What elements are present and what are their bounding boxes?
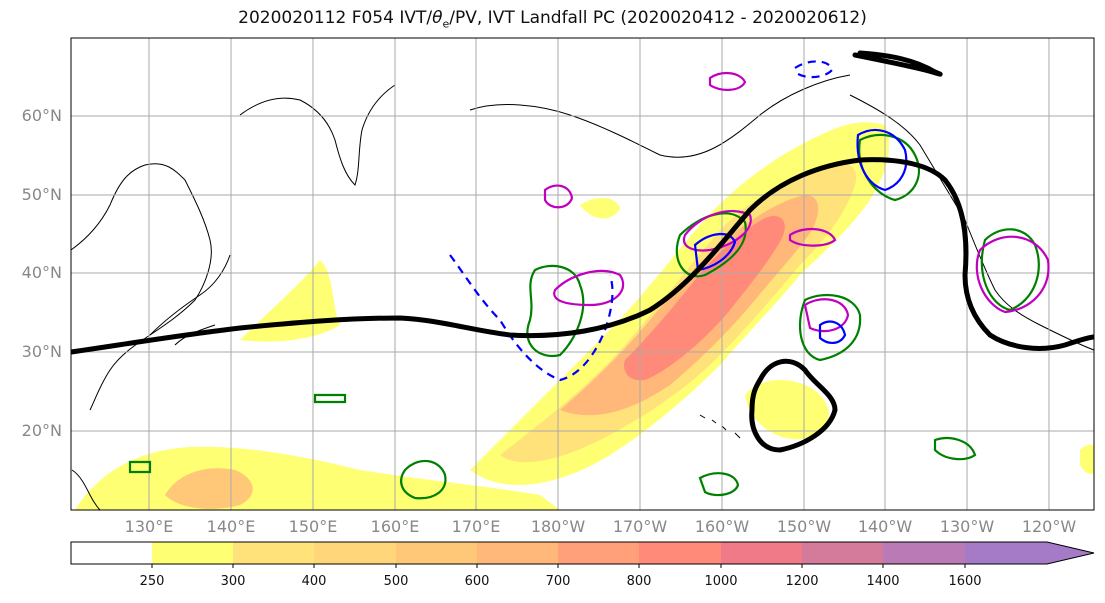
pv-contour-1 [526,264,585,358]
lon-label-140e: 140°E [206,517,256,536]
asia-coastline [71,163,212,411]
colorbar-label-1000: 1000 [704,574,738,589]
theta-contour-pos-6 [803,298,850,333]
lat-label-30n: 30°N [21,342,62,361]
lon-label-130w: 130°W [939,517,995,536]
colorbar-label-1200: 1200 [785,574,819,589]
theta-contour-neg-3 [856,128,908,192]
pv-contour-9 [128,460,152,474]
map-frame [70,37,1095,511]
lon-label-180w: 180°W [530,517,586,536]
colorbar-frame [70,541,1095,565]
lon-label-170w: 170°W [612,517,668,536]
pv-contour-6 [400,459,447,500]
colorbar-label-700: 700 [545,574,571,589]
theta-contour-pos-1 [553,270,625,307]
pv-contour-5 [980,228,1040,312]
theta-contour-pos-5 [708,72,747,91]
colorbar-label-300: 300 [220,574,246,589]
colorbar-label-800: 800 [626,574,652,589]
colorbar-segment-12 [965,542,1094,564]
lat-label-40n: 40°N [21,263,62,282]
colorbar-label-250: 250 [139,574,165,589]
colorbar-segment-5 [396,542,477,564]
colorbar-segment-10 [802,542,883,564]
colorbar [70,541,1095,568]
colorbar-ticks [151,564,966,568]
colorbar-label-600: 600 [464,574,490,589]
theta-contour-neg-4 [693,233,737,272]
colorbar-segment-9 [721,542,802,564]
colorbar-label-500: 500 [383,574,409,589]
lon-label-170e: 170°E [451,517,501,536]
theta-contour-neg-2 [794,60,834,79]
colorbar-label-1600: 1600 [948,574,982,589]
lon-label-130e: 130°E [124,517,174,536]
pv-contour-10 [313,393,347,404]
lon-label-150w: 150°W [776,517,832,536]
jet-contour-main [71,157,1094,355]
ivt-band-800 [624,216,785,381]
colorbar-label-1400: 1400 [866,574,900,589]
lon-label-140w: 140°W [857,517,913,536]
jet-contour-cutoff [749,358,838,453]
ivt-patch-coast [1080,444,1094,474]
pv-contour-3 [798,293,862,362]
title-prefix: 2020020112 F054 IVT/ [238,8,433,28]
lon-label-120w: 120°W [1021,517,1077,536]
pv-contour-8 [933,437,977,461]
pv-contour-7 [698,472,740,497]
alaska-coastline [469,74,851,158]
colorbar-label-400: 400 [301,574,327,589]
colorbar-segment-11 [883,542,965,564]
colorbar-segment-3 [233,542,314,564]
title-theta-sub: e [442,17,450,31]
colorbar-segment-1 [71,542,152,564]
jet-contours [71,50,1094,453]
theta-contour-pos-3 [975,235,1050,314]
hawaii-islands [699,414,741,439]
theta-contours [449,60,1050,382]
title-theta: θ [432,8,443,28]
graticule [71,38,1094,510]
north-america-coastline [849,94,1094,351]
colorbar-segment-7 [558,542,639,564]
lon-label-160w: 160°W [694,517,750,536]
lon-label-160e: 160°E [370,517,420,536]
colorbar-segment-6 [477,542,558,564]
theta-contour-neg-5 [818,320,847,344]
map-title: 2020020112 F054 IVT/θe/PV, IVT Landfall … [0,8,1105,30]
lat-label-50n: 50°N [21,185,62,204]
ivt-patch-north [580,197,620,219]
philippines-islands [71,469,101,510]
theta-contour-pos-2 [682,210,752,252]
lat-label-20n: 20°N [21,421,62,440]
colorbar-segment-8 [639,542,721,564]
jet-contour-north [852,50,943,77]
ivt-patch-east [745,380,829,440]
lon-label-150e: 150°E [288,517,338,536]
theta-contour-pos-7 [788,227,837,247]
theta-contour-pos-4 [543,184,574,209]
colorbar-segment-4 [314,542,396,564]
colorbar-segment-2 [152,542,233,564]
map-layers [71,38,1094,510]
kamchatka-coastline [239,84,396,186]
lat-label-60n: 60°N [21,106,62,125]
title-suffix: /PV, IVT Landfall PC (2020020412 - 20200… [449,8,867,28]
